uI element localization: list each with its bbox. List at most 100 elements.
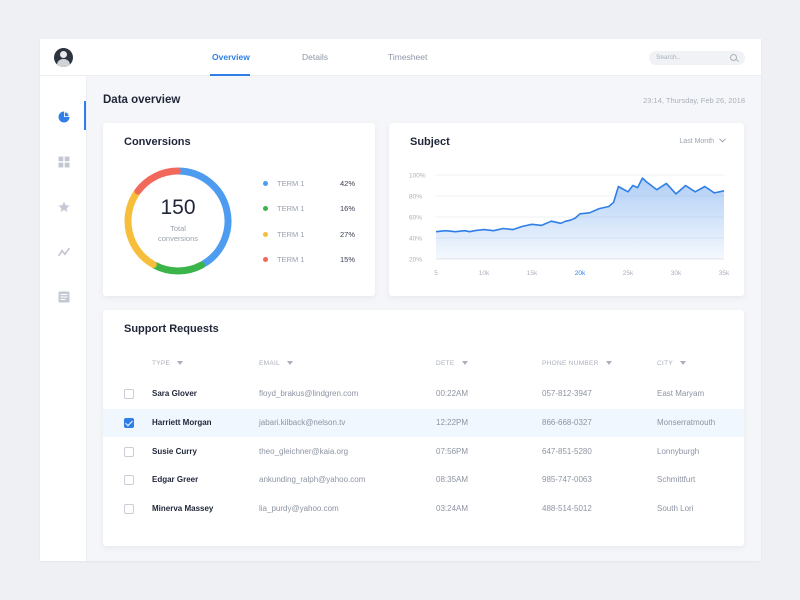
- cell-time: 00:22AM: [436, 389, 469, 398]
- app-window: Overview Details Timesheet Search..: [40, 39, 761, 561]
- y-tick-label: 60%: [409, 215, 422, 222]
- column-header-label: EMAIL: [259, 360, 281, 367]
- legend-item: TERM 1 16%: [263, 204, 355, 214]
- cell-phone: 488-514-5012: [542, 504, 592, 513]
- sidebar: [40, 76, 87, 561]
- legend-dot: [263, 206, 268, 211]
- caret-down-icon: [461, 361, 468, 366]
- cell-city: Lonnyburgh: [657, 447, 700, 456]
- star-icon[interactable]: [58, 201, 70, 213]
- legend-value: 42%: [339, 179, 355, 188]
- column-header-label: DETE: [436, 360, 455, 367]
- donut-center: 150 Total conversions: [123, 168, 233, 278]
- tab-timesheet[interactable]: Timesheet: [388, 52, 428, 62]
- x-tick-label: 20k: [575, 270, 586, 277]
- subject-area-chart: 100% 80% 60% 40% 20% 5 10k 15k 20k 25k 30k 35k: [409, 173, 730, 278]
- grid-icon[interactable]: [58, 156, 70, 168]
- datetime-label: 23:14, Thursday, Feb 26, 2018: [643, 96, 745, 105]
- donut-slice: [175, 167, 232, 268]
- table-row[interactable]: Susie Curry theo_gleichner@kaia.org 07:5…: [103, 438, 744, 466]
- table-row[interactable]: Sara Glover floyd_brakus@lindgren.com 00…: [103, 380, 744, 408]
- row-checkbox-checked[interactable]: [124, 418, 134, 428]
- legend-item: TERM 1 15%: [263, 255, 355, 265]
- pie-chart-icon[interactable]: [58, 111, 70, 123]
- row-checkbox[interactable]: [124, 475, 134, 485]
- column-header-label: TYPE: [152, 360, 171, 367]
- legend-dot: [263, 181, 268, 186]
- cell-name: Minerva Massey: [152, 504, 214, 513]
- legend-label: TERM 1: [277, 204, 305, 213]
- active-tab-indicator: [210, 74, 250, 76]
- avatar[interactable]: [54, 48, 73, 67]
- subject-card: Subject Last Month 100% 80% 60% 40% 20% 5 10k 1…: [389, 123, 744, 296]
- sidebar-active-indicator: [84, 101, 86, 130]
- legend-item: TERM 1 27%: [263, 230, 355, 240]
- caret-down-icon: [177, 361, 184, 366]
- x-tick-label: 30k: [671, 270, 682, 277]
- legend-value: 16%: [339, 204, 355, 213]
- search-placeholder: Search..: [656, 54, 681, 61]
- row-checkbox[interactable]: [124, 389, 134, 399]
- donut-slice: [150, 261, 206, 275]
- legend-label: TERM 1: [277, 255, 305, 264]
- caret-down-icon: [605, 361, 612, 366]
- x-tick-label: 15k: [527, 270, 538, 277]
- page-title: Data overview: [103, 94, 181, 106]
- trend-icon[interactable]: [58, 246, 70, 258]
- column-header-email[interactable]: EMAIL: [259, 360, 294, 367]
- row-checkbox[interactable]: [124, 504, 134, 514]
- cell-time: 07:56PM: [436, 447, 469, 456]
- subject-title: Subject: [410, 136, 450, 148]
- caret-down-icon: [287, 361, 294, 366]
- top-bar: Overview Details Timesheet Search..: [40, 39, 761, 76]
- avatar-body-shape: [57, 59, 70, 67]
- legend-value: 15%: [339, 255, 355, 264]
- cell-name: Susie Curry: [152, 447, 197, 456]
- row-checkbox[interactable]: [124, 447, 134, 457]
- table-row[interactable]: Edgar Greer ankunding_ralph@yahoo.com 08…: [103, 466, 744, 494]
- cell-email: jabari.kilback@nelson.tv: [259, 418, 346, 427]
- y-tick-label: 40%: [409, 236, 422, 243]
- cell-city: East Maryam: [657, 389, 705, 398]
- legend-label: TERM 1: [277, 179, 305, 188]
- document-icon[interactable]: [58, 291, 70, 303]
- total-label-line-2: conversions: [157, 234, 199, 243]
- column-header-city[interactable]: CITY: [657, 360, 687, 367]
- y-tick-label: 20%: [409, 257, 422, 264]
- legend-dot: [263, 257, 268, 262]
- cell-city: Schmittfurt: [657, 475, 696, 484]
- series-line: [435, 177, 725, 233]
- donut-slice: [124, 188, 157, 268]
- cell-phone: 647-851-5280: [542, 447, 592, 456]
- range-dropdown[interactable]: Last Month: [679, 138, 726, 145]
- column-header-label: CITY: [657, 360, 674, 367]
- x-tick-label: 5: [434, 270, 438, 277]
- legend-item: TERM 1 42%: [263, 179, 355, 189]
- column-header-phone[interactable]: PHONE NUMBER: [542, 360, 612, 367]
- table-row[interactable]: Minerva Massey lia_purdy@yahoo.com 03:24…: [103, 495, 744, 523]
- search-input[interactable]: Search..: [649, 51, 745, 65]
- cell-email: lia_purdy@yahoo.com: [259, 504, 339, 513]
- caret-down-icon: [680, 361, 687, 366]
- column-header-date[interactable]: DETE: [436, 360, 468, 367]
- table-row-selected[interactable]: Harriett Morgan jabari.kilback@nelson.tv…: [103, 409, 744, 437]
- cell-time: 03:24AM: [436, 504, 469, 513]
- x-tick-label: 35k: [719, 270, 730, 277]
- search-icon[interactable]: [730, 54, 737, 61]
- cell-time: 08:35AM: [436, 475, 469, 484]
- cell-name: Sara Glover: [152, 389, 197, 398]
- cell-time: 12:22PM: [436, 418, 469, 427]
- donut-slice: [134, 167, 181, 195]
- total-conversions-value: 150: [160, 196, 196, 219]
- column-header-type[interactable]: TYPE: [152, 360, 184, 367]
- x-tick-label: 10k: [479, 270, 490, 277]
- cell-name: Harriett Morgan: [152, 418, 212, 427]
- total-conversions-label: Total conversions: [123, 224, 233, 244]
- cell-phone: 057-812-3947: [542, 389, 592, 398]
- legend-dot: [263, 232, 268, 237]
- cell-email: theo_gleichner@kaia.org: [259, 447, 349, 456]
- tab-overview[interactable]: Overview: [212, 52, 250, 62]
- cell-name: Edgar Greer: [152, 475, 199, 484]
- tab-details[interactable]: Details: [302, 52, 328, 62]
- y-tick-label: 100%: [409, 173, 426, 180]
